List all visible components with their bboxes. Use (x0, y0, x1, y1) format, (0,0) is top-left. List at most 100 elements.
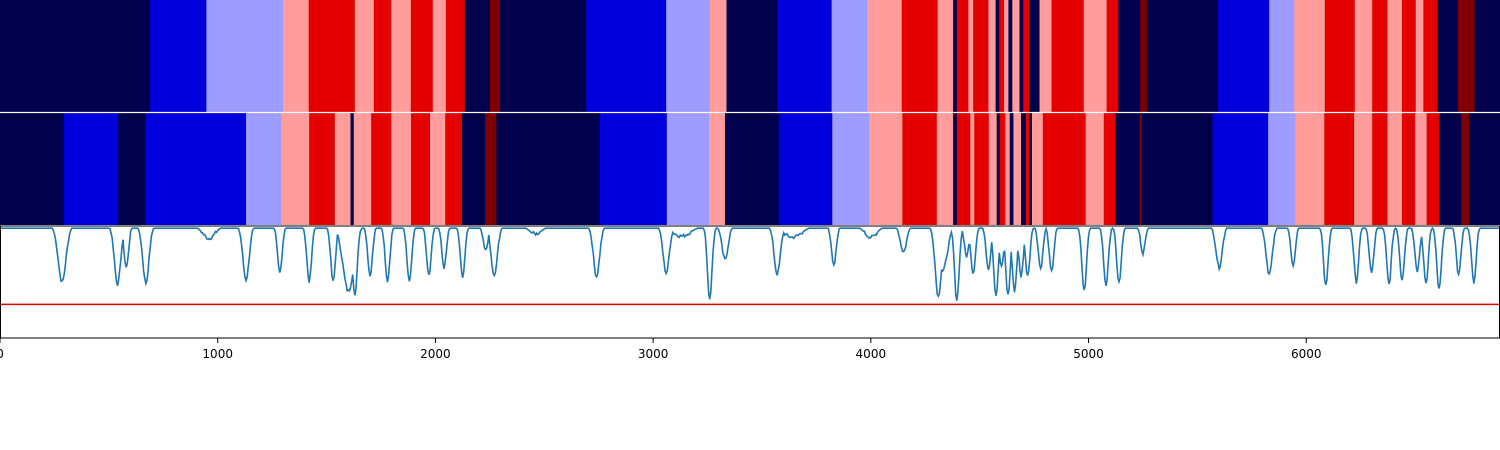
state-segment (1372, 113, 1388, 225)
state-segment (996, 113, 1001, 225)
signal-line (0, 226, 1500, 301)
state-segment (1402, 113, 1416, 225)
state-segment (586, 0, 667, 112)
x-tick-label: 6000 (1291, 347, 1322, 361)
state-segment (726, 0, 778, 112)
state-segment (901, 0, 938, 112)
state-segment (1468, 113, 1500, 225)
state-segment (709, 0, 727, 112)
state-segment (1106, 0, 1119, 112)
state-segment (995, 0, 1000, 112)
state-segment (970, 113, 975, 225)
state-segment (988, 113, 997, 225)
state-segment (709, 113, 726, 225)
state-segment (0, 113, 65, 225)
state-segment (1268, 113, 1296, 225)
state-segment (445, 0, 466, 112)
state-segment (1008, 0, 1013, 112)
x-tick-label: 4000 (856, 347, 887, 361)
state-segment (411, 113, 431, 225)
state-segment (118, 113, 146, 225)
state-segment (391, 113, 412, 225)
state-segment (461, 113, 486, 225)
state-segment (1387, 113, 1403, 225)
state-segment (1295, 113, 1325, 225)
state-segment (373, 0, 392, 112)
state-segment (1103, 113, 1117, 225)
state-segment (999, 113, 1006, 225)
state-segment (832, 113, 870, 225)
state-segment (391, 0, 412, 112)
state-segment (1025, 113, 1030, 225)
signal-frame (0, 225, 1500, 339)
state-segment (1218, 0, 1270, 112)
x-tick-label: 3000 (638, 347, 669, 361)
state-segment (410, 0, 434, 112)
state-segment (1085, 113, 1105, 225)
state-segment (283, 0, 310, 112)
state-segment (953, 113, 958, 225)
state-segment (150, 0, 207, 112)
state-row-2 (0, 113, 1500, 225)
state-segment (1269, 0, 1295, 112)
state-segment (246, 113, 282, 225)
state-segment (371, 113, 392, 225)
state-segment (464, 0, 491, 112)
state-segment (145, 113, 247, 225)
state-segment (354, 0, 375, 112)
state-segment (489, 0, 501, 112)
state-segment (485, 113, 497, 225)
state-segment (1294, 0, 1326, 112)
state-segment (1042, 113, 1087, 225)
state-segment (666, 0, 711, 112)
state-segment (724, 113, 780, 225)
x-tick-label: 0 (0, 347, 4, 361)
state-segment (308, 0, 356, 112)
x-axis: 0 1000 2000 3000 4000 5000 6000 (0, 338, 1322, 361)
state-segment (666, 113, 710, 225)
state-segment (956, 113, 971, 225)
state-segment (1051, 0, 1085, 112)
state-segment (1118, 0, 1141, 112)
state-segment (1115, 113, 1140, 225)
state-segment (0, 0, 151, 112)
state-segment (869, 113, 903, 225)
state-segment (1457, 0, 1475, 112)
state-segment (1004, 0, 1009, 112)
state-segment (936, 113, 954, 225)
state-segment (599, 113, 668, 225)
state-segment (1372, 0, 1388, 112)
state-segment (777, 0, 832, 112)
state-segment (1029, 113, 1033, 225)
state-segment (1354, 0, 1373, 112)
state-segment (500, 0, 587, 112)
state-segment (999, 0, 1005, 112)
state-segment (1402, 0, 1417, 112)
state-segment (1324, 113, 1355, 225)
state-segment (1439, 113, 1462, 225)
state-segment (1415, 0, 1424, 112)
state-segment (1029, 0, 1040, 112)
state-segment (496, 113, 601, 225)
state-segment (1031, 113, 1044, 225)
state-segment (432, 0, 447, 112)
state-segment (1423, 0, 1438, 112)
state-segment (968, 0, 974, 112)
state-segment (973, 0, 989, 112)
x-tick-label: 1000 (202, 347, 233, 361)
state-segment (988, 0, 996, 112)
state-segment (1013, 113, 1022, 225)
state-segment (1324, 0, 1356, 112)
state-segment (1354, 113, 1373, 225)
state-segment (867, 0, 903, 112)
state-segment (974, 113, 990, 225)
state-segment (1039, 0, 1052, 112)
state-segment (206, 0, 284, 112)
state-segment (956, 0, 969, 112)
state-segment (1461, 113, 1470, 225)
state-segment (953, 0, 958, 112)
state-segment (445, 113, 463, 225)
state-segment (1140, 0, 1148, 112)
state-segment (1012, 0, 1020, 112)
